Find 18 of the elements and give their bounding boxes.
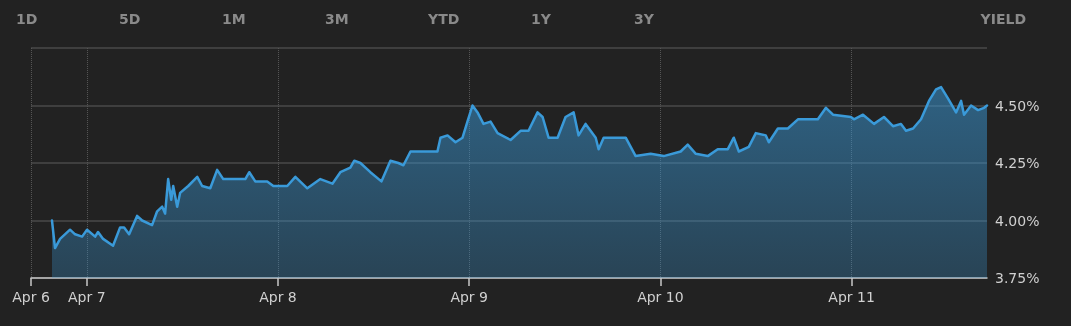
y-tick-label: 4.50%: [995, 97, 1040, 114]
x-tick-label: Apr 11: [828, 289, 875, 305]
text: 5D: [119, 11, 141, 27]
text: 3Y: [634, 11, 655, 27]
y-tick-label: 4.25%: [995, 155, 1040, 171]
x-tick-label: Apr 7: [67, 289, 106, 305]
y-tick-label: 4.00%: [995, 212, 1040, 229]
text: 1D: [16, 11, 38, 27]
x-tick-label: Apr 9: [450, 289, 488, 305]
x-tick-label: Apr 10: [637, 289, 684, 305]
text: 3M: [325, 11, 349, 27]
x-tick-label: Apr 6: [12, 289, 50, 305]
x-tick-label: Apr 8: [259, 289, 297, 305]
text: YTD: [427, 11, 460, 27]
text: YIELD: [979, 11, 1026, 27]
text: 1M: [222, 11, 246, 27]
y-tick-label: 3.75%: [995, 270, 1040, 286]
text: 1Y: [531, 11, 552, 27]
